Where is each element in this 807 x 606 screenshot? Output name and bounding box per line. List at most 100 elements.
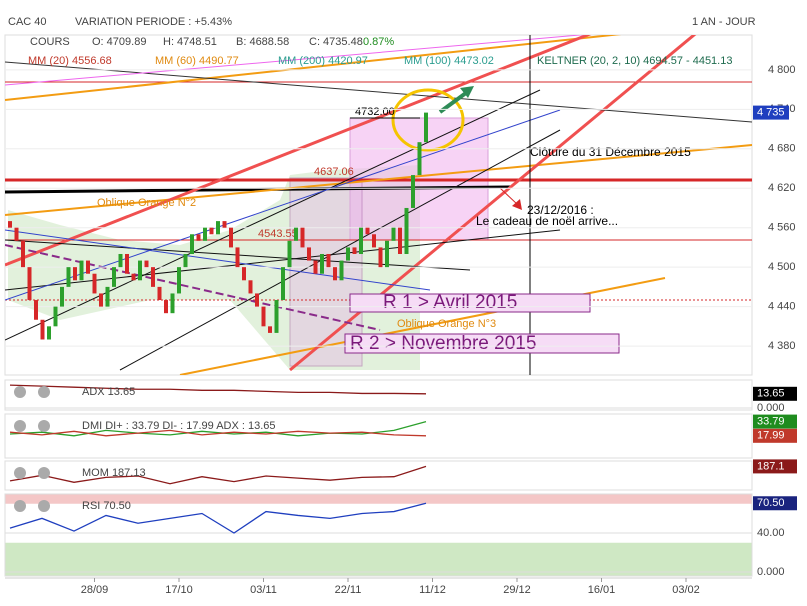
candle-body (105, 286, 110, 307)
panel-icon[interactable] (38, 420, 50, 432)
trend-dash (5, 244, 381, 331)
candle-body (294, 227, 298, 241)
value-tag (753, 386, 797, 401)
candle-body (164, 300, 168, 314)
panel-icon[interactable] (14, 467, 26, 479)
variation: VARIATION PERIODE : +5.43% (75, 16, 232, 28)
candle-body (157, 286, 162, 301)
candle-body (170, 293, 175, 314)
annotation: 4637.06 (314, 166, 354, 178)
oblique-orange (5, 35, 622, 101)
candle-body (27, 267, 32, 301)
panel-icon[interactable] (38, 500, 50, 512)
candle-body (339, 260, 344, 281)
candle-body (307, 247, 311, 261)
overbought-zone (5, 494, 752, 504)
y-tick-label: 4 620 (768, 182, 796, 194)
indicator-panel (4, 493, 753, 577)
label-box (349, 293, 591, 313)
candle-body (359, 227, 363, 254)
y-tick-label: 4 440 (768, 301, 796, 313)
x-tick-label: 03/02 (672, 584, 700, 596)
panel-title: MOM 187.13 (82, 467, 146, 479)
x-tick-label: 03/11 (250, 584, 277, 596)
price-tag (753, 105, 789, 120)
candle-body (352, 247, 357, 254)
candle-body (372, 234, 376, 248)
candle-body (14, 227, 19, 241)
candle-body (365, 227, 370, 235)
y-tick-label: 40.00 (757, 527, 785, 539)
indicator-line (9, 502, 427, 534)
candle-body (125, 253, 129, 274)
panel-icon[interactable] (38, 386, 50, 398)
candle-body (229, 227, 233, 248)
y-tick-label: 0.000 (757, 402, 785, 414)
y-tick-label: 4 680 (768, 143, 796, 155)
price-tag-label: 4 735 (757, 107, 785, 119)
indicator-panel (4, 460, 753, 491)
candle-body (261, 306, 266, 327)
panel-icon[interactable] (38, 467, 50, 479)
trend-black (5, 61, 752, 123)
oversold-zone (5, 542, 752, 576)
candle-body (216, 221, 220, 235)
x-tick-label: 16/01 (588, 584, 616, 596)
candle-body (99, 293, 103, 307)
x-tick-label: 17/10 (165, 584, 193, 596)
annotation: 23/12/2016 : (527, 203, 594, 217)
candle-body (333, 267, 337, 281)
candle-body (417, 142, 422, 176)
candle-body (300, 227, 305, 248)
panel-icon[interactable] (14, 420, 26, 432)
indicator-panel (4, 379, 753, 411)
indicator-line (9, 429, 427, 437)
x-tick-label: 11/12 (419, 584, 446, 596)
panel-icon[interactable] (14, 386, 26, 398)
trend-black (5, 89, 541, 341)
highlight-ellipse (391, 88, 465, 152)
panel-icon[interactable] (14, 500, 26, 512)
y-tick-label: 4 380 (768, 340, 796, 352)
arrow-head (512, 199, 522, 210)
value-tag-label: 33.79 (757, 415, 785, 427)
candle-body (391, 227, 396, 241)
period: 1 AN - JOUR (692, 16, 756, 28)
legend-item: MM (60) 4490.77 (155, 55, 239, 67)
candle-body (326, 253, 331, 268)
candle-body (404, 207, 409, 254)
indicator-line (9, 420, 427, 437)
candle-body (40, 319, 45, 340)
value-tag (753, 428, 797, 443)
legend-item: MM (100) 4473.02 (404, 55, 494, 67)
candle-body (313, 260, 318, 274)
candle-body (196, 234, 201, 241)
candle-body (73, 267, 77, 281)
legend-item: MM (20) 4556.68 (28, 55, 112, 67)
legend-item: B: 4688.58 (236, 36, 289, 48)
legend-item: COURS (30, 36, 70, 48)
y-tick-label: 4 800 (768, 64, 796, 76)
candle-body (144, 260, 149, 268)
candle-body (411, 175, 415, 208)
value-tag-label: 70.50 (757, 497, 785, 509)
candle-body (209, 227, 214, 235)
candle-body (8, 221, 12, 228)
candle-body (60, 286, 64, 307)
candle-body (398, 227, 402, 254)
y-tick-label: 4 560 (768, 222, 796, 234)
candle-body (112, 267, 116, 287)
oblique-orange (5, 144, 752, 216)
candle-body (47, 326, 51, 340)
candle-body (203, 227, 207, 241)
arrow-head (460, 86, 474, 98)
symbol: CAC 40 (8, 16, 47, 28)
legend-item: KELTNER (20, 2, 10) 4694.57 - 4451.13 (537, 55, 732, 67)
legend-item: 0.87% (363, 36, 394, 48)
candle-body (287, 240, 292, 268)
candle-body (86, 260, 90, 274)
panel-title: ADX 13.65 (82, 386, 135, 398)
indicator-line (9, 384, 427, 395)
candle-body (235, 247, 240, 268)
